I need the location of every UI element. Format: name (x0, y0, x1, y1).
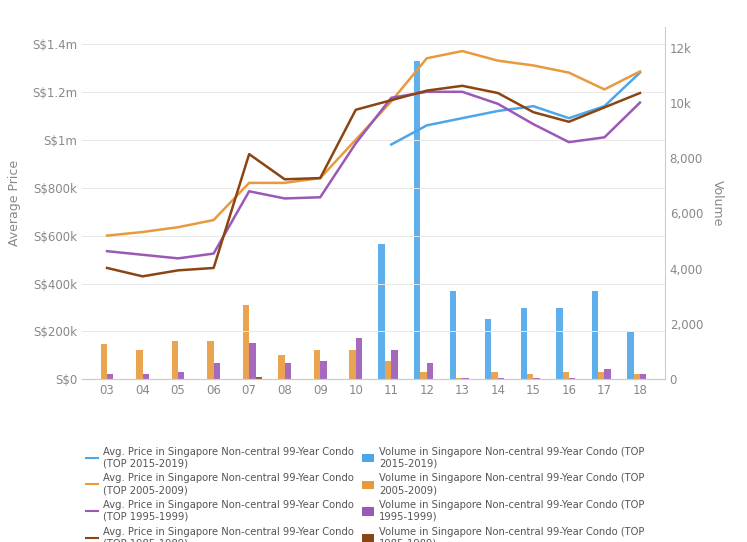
Bar (285, 363, 291, 379)
Bar (414, 61, 421, 379)
Bar (385, 360, 391, 379)
Bar (427, 363, 433, 379)
Bar (556, 307, 562, 379)
Bar (356, 338, 362, 379)
Bar (391, 350, 397, 379)
Bar (249, 344, 255, 379)
Bar (611, 378, 617, 379)
Bar (575, 378, 582, 379)
Bar (485, 319, 492, 379)
Bar (136, 350, 143, 379)
Bar (646, 378, 653, 379)
Bar (533, 378, 540, 379)
Bar (185, 378, 191, 379)
Bar (527, 374, 533, 379)
Bar (504, 378, 511, 379)
Bar (592, 291, 598, 379)
Bar (243, 305, 249, 379)
Bar (498, 378, 504, 379)
Legend: Avg. Price in Singapore Non-central 99-Year Condo
(TOP 2015-2019), Avg. Price in: Avg. Price in Singapore Non-central 99-Y… (82, 443, 648, 542)
Bar (291, 378, 297, 379)
Bar (456, 378, 462, 379)
Bar (143, 374, 149, 379)
Bar (627, 332, 633, 379)
Bar (450, 291, 456, 379)
Bar (101, 344, 107, 379)
Bar (207, 341, 214, 379)
Bar (540, 378, 546, 379)
Bar (279, 355, 285, 379)
Y-axis label: Average Price: Average Price (8, 160, 21, 246)
Bar (107, 374, 114, 379)
Bar (468, 378, 475, 379)
Bar (350, 350, 356, 379)
Bar (178, 372, 185, 379)
Bar (598, 372, 604, 379)
Bar (314, 350, 320, 379)
Bar (640, 374, 646, 379)
Bar (521, 307, 527, 379)
Bar (492, 372, 498, 379)
Bar (604, 369, 611, 379)
Bar (320, 360, 326, 379)
Bar (114, 378, 120, 379)
Y-axis label: Volume: Volume (711, 180, 724, 227)
Bar (633, 374, 640, 379)
Bar (397, 378, 404, 379)
Bar (214, 363, 220, 379)
Bar (362, 378, 368, 379)
Bar (433, 378, 439, 379)
Bar (462, 378, 468, 379)
Bar (569, 378, 575, 379)
Bar (172, 341, 178, 379)
Bar (255, 377, 262, 379)
Bar (149, 378, 155, 379)
Bar (421, 372, 427, 379)
Bar (379, 244, 385, 379)
Bar (326, 378, 333, 379)
Bar (220, 378, 226, 379)
Bar (562, 372, 569, 379)
